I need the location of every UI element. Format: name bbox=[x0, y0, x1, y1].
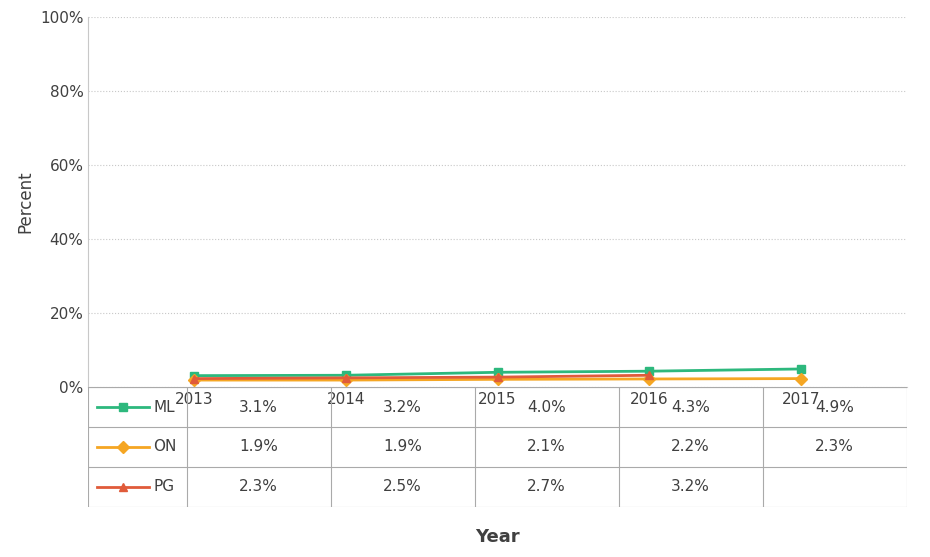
ML bbox=[492, 369, 503, 375]
ON bbox=[340, 377, 352, 383]
ML bbox=[340, 372, 352, 379]
Text: 2.3%: 2.3% bbox=[239, 480, 278, 495]
Text: 4.9%: 4.9% bbox=[816, 399, 854, 414]
Text: 2.1%: 2.1% bbox=[527, 439, 566, 455]
ON bbox=[644, 375, 655, 382]
Text: 4.0%: 4.0% bbox=[527, 399, 566, 414]
Text: 1.9%: 1.9% bbox=[383, 439, 422, 455]
Text: 2.2%: 2.2% bbox=[671, 439, 711, 455]
Y-axis label: Percent: Percent bbox=[17, 170, 34, 233]
Text: 2.7%: 2.7% bbox=[527, 480, 566, 495]
Text: PG: PG bbox=[153, 480, 174, 495]
ML bbox=[644, 368, 655, 374]
Text: Year: Year bbox=[475, 528, 520, 546]
ON bbox=[795, 375, 806, 382]
ML bbox=[189, 372, 200, 379]
Line: ML: ML bbox=[191, 365, 804, 380]
PG bbox=[644, 372, 655, 379]
Text: ON: ON bbox=[153, 439, 177, 455]
Text: ML: ML bbox=[153, 399, 175, 414]
PG bbox=[492, 374, 503, 380]
ON bbox=[189, 377, 200, 383]
Line: PG: PG bbox=[191, 371, 653, 383]
Text: 4.3%: 4.3% bbox=[671, 399, 711, 414]
PG bbox=[189, 375, 200, 382]
Text: 2.5%: 2.5% bbox=[383, 480, 422, 495]
Line: ON: ON bbox=[191, 374, 804, 384]
Text: 1.9%: 1.9% bbox=[239, 439, 278, 455]
Text: 3.2%: 3.2% bbox=[383, 399, 422, 414]
Text: 3.2%: 3.2% bbox=[671, 480, 711, 495]
ON bbox=[492, 376, 503, 383]
ML bbox=[795, 365, 806, 372]
PG bbox=[340, 374, 352, 381]
Text: 3.1%: 3.1% bbox=[239, 399, 278, 414]
Text: 2.3%: 2.3% bbox=[816, 439, 854, 455]
